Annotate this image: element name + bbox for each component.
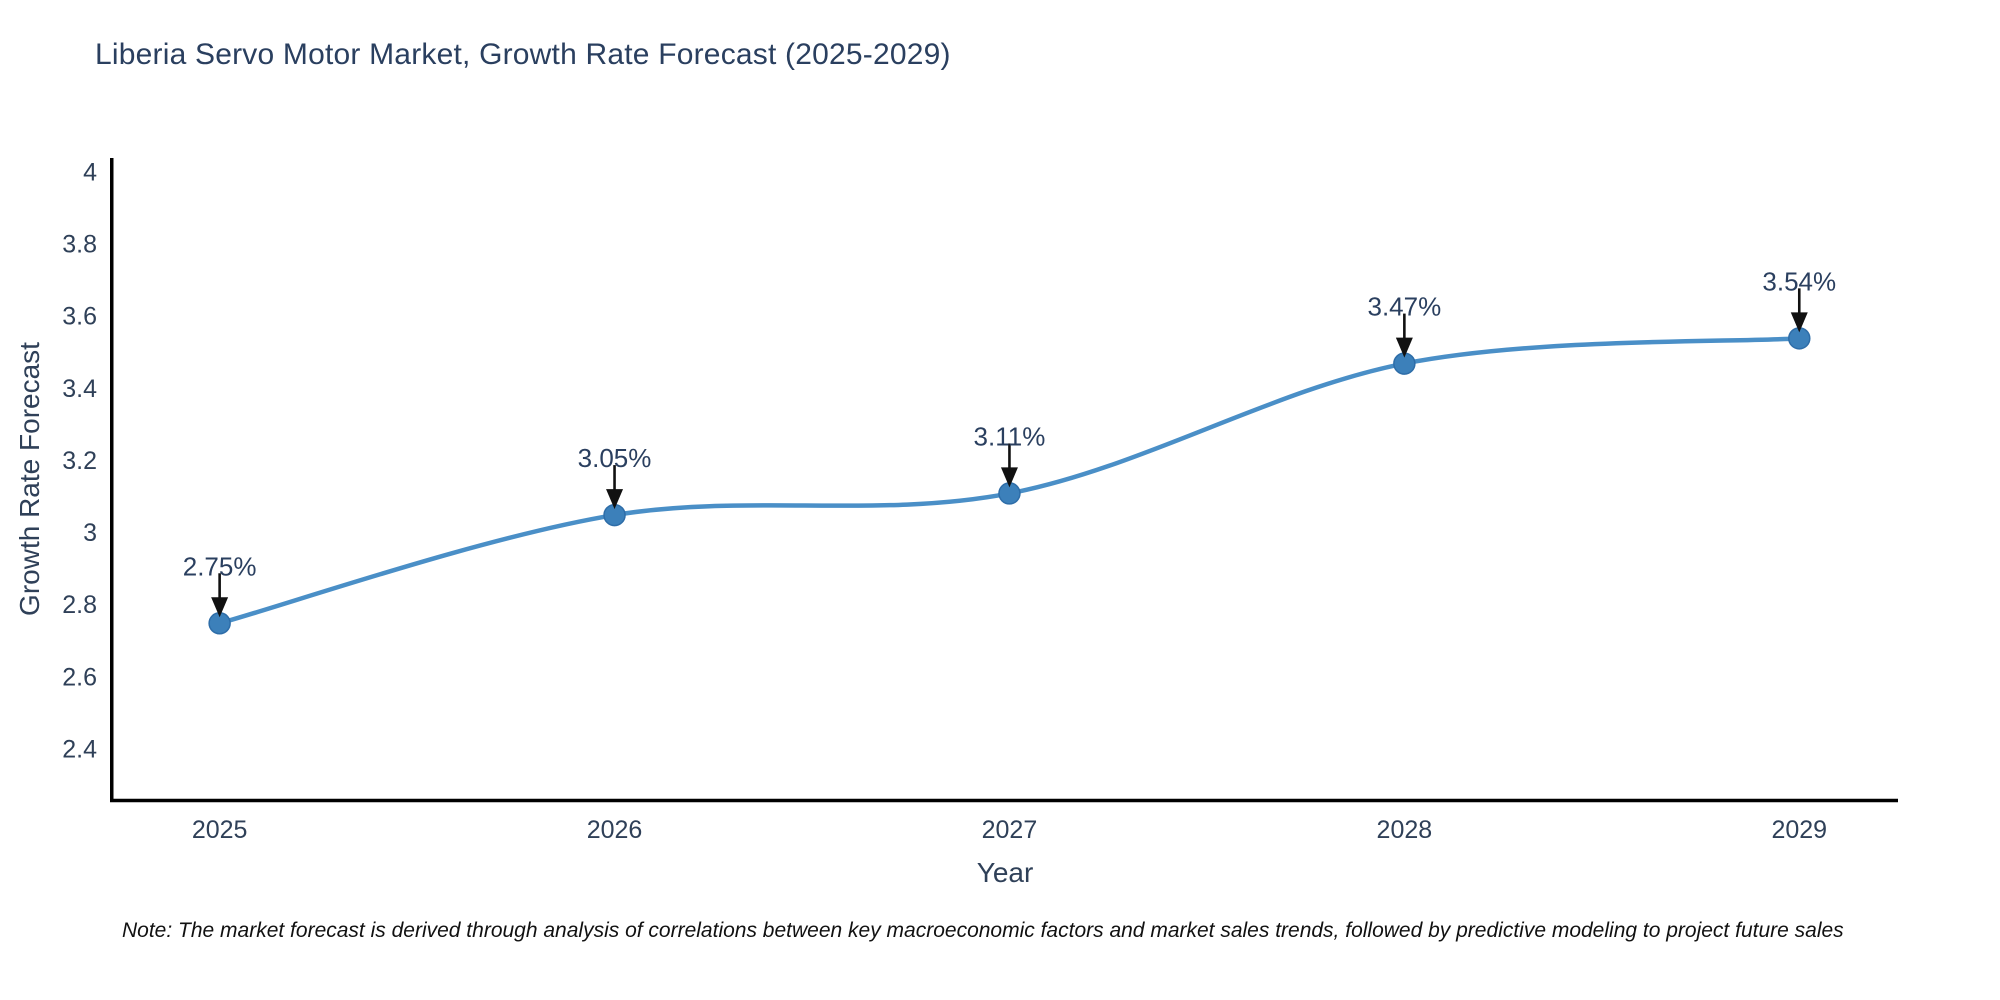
annotation-arrow-head: [1000, 467, 1018, 488]
x-tick-label: 2026: [587, 816, 643, 844]
axis-spines: [110, 158, 1898, 803]
annotation-arrow-head: [1395, 337, 1413, 358]
annotation-label: 3.54%: [1762, 266, 1836, 296]
x-tick-label: 2028: [1377, 816, 1433, 844]
y-tick-label: 2.4: [62, 736, 97, 764]
y-tick-label: 3: [83, 519, 97, 547]
y-tick-label: 3.8: [62, 231, 97, 259]
annotation-label: 2.75%: [183, 551, 257, 581]
y-tick-label: 3.6: [62, 303, 97, 331]
annotation-arrow-head: [1790, 312, 1808, 333]
y-tick-label: 4: [83, 158, 97, 186]
x-axis-title: Year: [976, 857, 1034, 888]
y-tick-label: 3.2: [62, 447, 97, 475]
y-tick-label: 3.4: [62, 375, 97, 403]
x-tick-label: 2029: [1771, 816, 1827, 844]
annotation-arrow-head: [211, 597, 229, 618]
annotation-label: 3.47%: [1367, 292, 1441, 322]
annotation-label: 3.11%: [974, 421, 1046, 451]
y-tick-label: 2.8: [62, 591, 97, 619]
x-tick-label: 2027: [982, 816, 1038, 844]
annotation-label: 3.05%: [578, 443, 652, 473]
chart-title: Liberia Servo Motor Market, Growth Rate …: [95, 38, 951, 71]
annotation-arrow-head: [606, 489, 624, 510]
y-tick-label: 2.6: [62, 663, 97, 691]
chart-note: Note: The market forecast is derived thr…: [122, 919, 1844, 942]
x-tick-label: 2025: [192, 816, 248, 844]
